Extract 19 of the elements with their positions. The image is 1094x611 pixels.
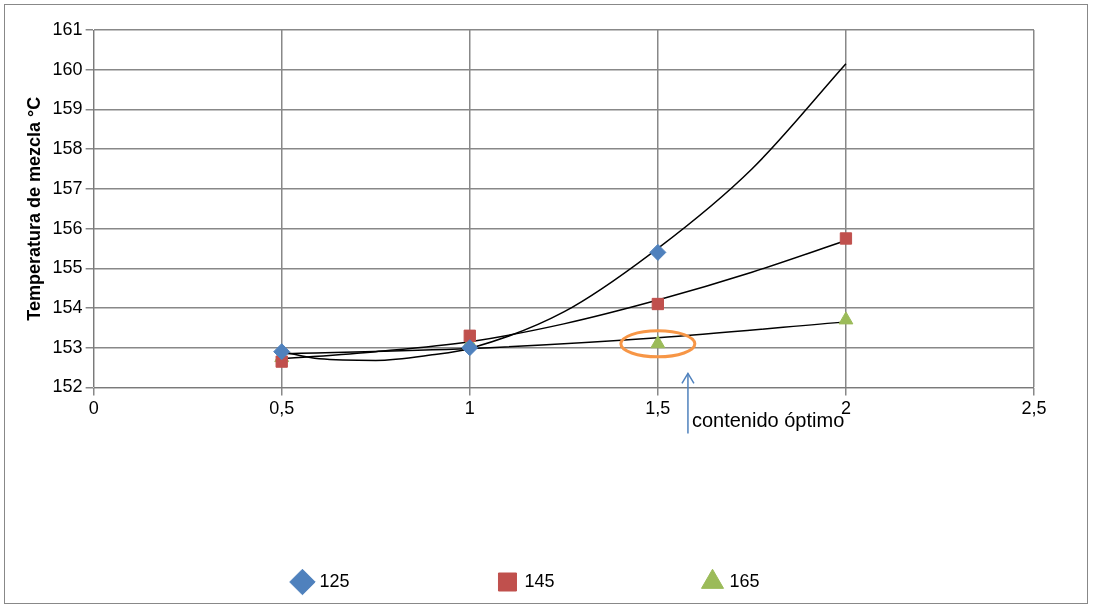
y-axis-title: Temperatura de mezcla °C	[23, 96, 44, 321]
x-tick-label: 2,5	[1021, 398, 1047, 419]
y-tick-label: 155	[52, 257, 83, 278]
y-tick-label: 158	[52, 138, 83, 159]
x-tick-label: 1	[464, 398, 475, 419]
y-tick-label: 159	[52, 98, 83, 119]
legend-label: 125	[319, 570, 350, 591]
y-tick-label: 161	[52, 18, 83, 39]
y-tick-label: 152	[52, 376, 83, 397]
legend-label: 165	[729, 570, 760, 591]
x-tick-label: 1,5	[645, 398, 671, 419]
y-tick-label: 160	[52, 58, 83, 79]
y-tick-label: 153	[52, 336, 83, 357]
y-tick-label: 157	[52, 177, 83, 198]
legend-label: 145	[524, 570, 555, 591]
y-tick-label: 156	[52, 217, 83, 238]
y-tick-label: 154	[52, 296, 83, 317]
x-tick-label: 0,5	[269, 398, 295, 419]
x-tick-label: 0	[88, 398, 99, 419]
